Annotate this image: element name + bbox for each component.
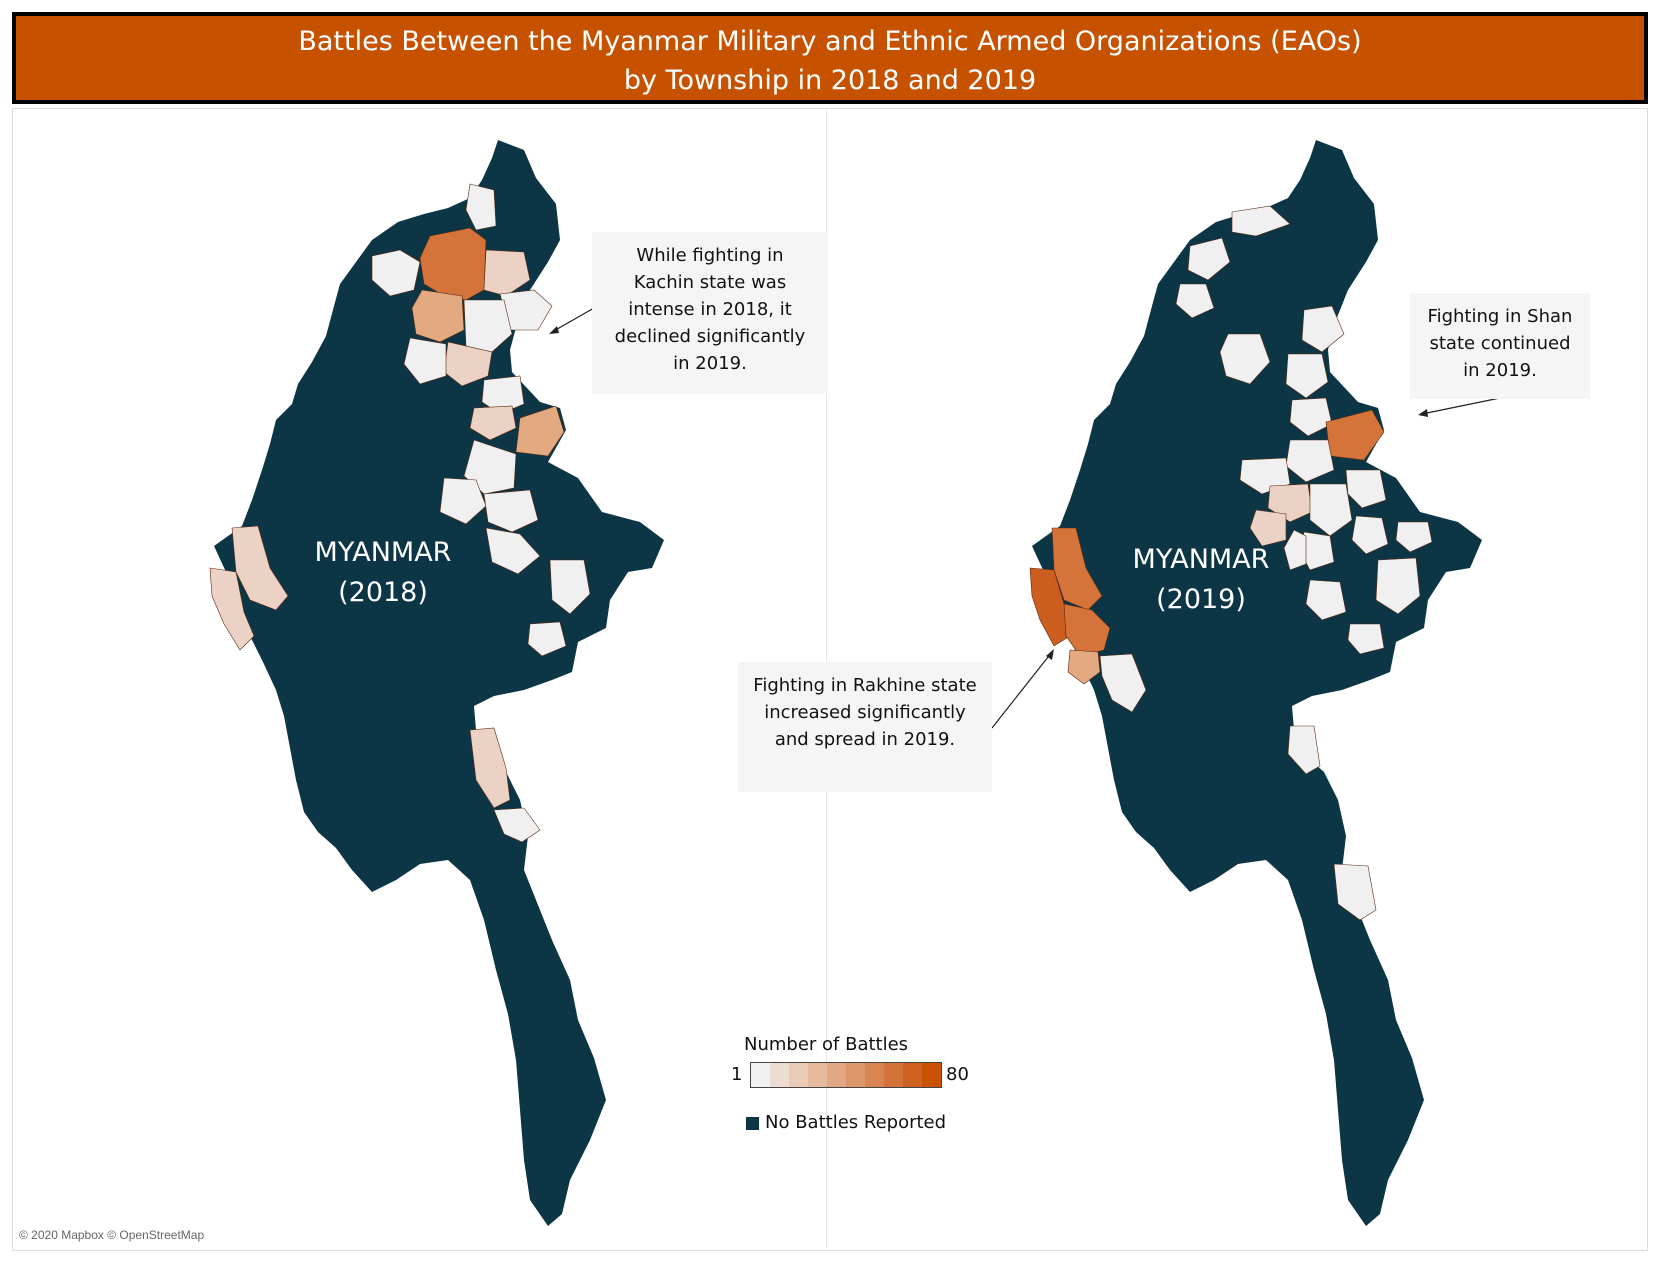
township-shan-south-d-2019 bbox=[1375, 557, 1421, 615]
township-kachin-east-a-2018 bbox=[483, 249, 531, 297]
map-2019-country: MYANMAR bbox=[1132, 544, 1270, 575]
township-shan-sw-2019 bbox=[1283, 529, 1307, 571]
township-kachin-nw-2018 bbox=[371, 249, 421, 297]
kachin-callout: While fighting in Kachin state was inten… bbox=[592, 232, 828, 394]
legend-ramp-step-10 bbox=[922, 1063, 941, 1087]
township-shan-c-2018 bbox=[483, 489, 539, 533]
kachin-callout-arrow bbox=[551, 307, 595, 333]
township-kayin-south-2018 bbox=[493, 807, 541, 843]
township-shan-e-2018 bbox=[549, 559, 591, 615]
rakhine-callout: Fighting in Rakhine state increased sign… bbox=[738, 662, 992, 792]
township-shan-north-b-2018 bbox=[515, 405, 565, 457]
township-shan-a-2018 bbox=[463, 439, 517, 495]
township-kayin-south-2019 bbox=[1333, 863, 1377, 921]
township-shan-south-f-2019 bbox=[1347, 623, 1385, 655]
township-shan-f-2018 bbox=[527, 621, 567, 657]
township-kachin-center-2018 bbox=[463, 299, 513, 353]
title-line-1: Battles Between the Myanmar Military and… bbox=[298, 26, 1362, 57]
township-shan-south-c-2019 bbox=[1395, 521, 1433, 553]
title-banner: Battles Between the Myanmar Military and… bbox=[12, 12, 1648, 104]
township-kachin-nw-c-2019 bbox=[1175, 283, 1215, 319]
township-rakhine-a-2018 bbox=[231, 525, 289, 611]
map-2018-country: MYANMAR bbox=[314, 537, 452, 568]
map-2018-label: MYANMAR (2018) bbox=[298, 533, 468, 613]
legend-ramp-step-6 bbox=[846, 1063, 865, 1087]
legend-no-battles-label: No Battles Reported bbox=[765, 1112, 947, 1133]
map-2019-year: (2019) bbox=[1156, 584, 1246, 615]
shan-callout-arrow bbox=[1421, 397, 1501, 415]
township-shan-south-e-2019 bbox=[1305, 579, 1347, 621]
legend-ramp-step-4 bbox=[808, 1063, 827, 1087]
legend-no-battles-swatch bbox=[746, 1117, 759, 1130]
rakhine-callout-arrow bbox=[991, 651, 1053, 729]
kachin-callout-text: While fighting in Kachin state was inten… bbox=[614, 245, 806, 374]
township-shan-south-a-2019 bbox=[1351, 515, 1389, 555]
township-kachin-east-c-2019 bbox=[1289, 397, 1333, 437]
township-shan-west-c-2019 bbox=[1249, 509, 1287, 547]
rakhine-callout-text: Fighting in Rakhine state increased sign… bbox=[753, 675, 977, 750]
legend-ramp-step-9 bbox=[903, 1063, 922, 1087]
legend-max-label: 80 bbox=[946, 1064, 969, 1085]
legend-ramp-step-7 bbox=[865, 1063, 884, 1087]
township-kachin-north-2018 bbox=[465, 183, 497, 231]
map-2018-year: (2018) bbox=[338, 577, 428, 608]
township-rakhine-d-2019 bbox=[1067, 649, 1101, 685]
shan-callout: Fighting in Shan state continued in 2019… bbox=[1410, 293, 1590, 399]
map-2019-label: MYANMAR (2019) bbox=[1116, 540, 1286, 620]
township-kayin-2018 bbox=[469, 727, 511, 809]
shan-callout-text: Fighting in Shan state continued in 2019… bbox=[1427, 306, 1573, 381]
legend-color-ramp bbox=[750, 1062, 942, 1088]
township-kachin-nw-a-2019 bbox=[1231, 205, 1291, 237]
township-kachin-isolated-2019 bbox=[1219, 333, 1271, 385]
township-shan-d-2018 bbox=[485, 527, 541, 575]
map-2018 bbox=[209, 140, 664, 1226]
legend-ramp-step-5 bbox=[827, 1063, 846, 1087]
legend-ramp-step-1 bbox=[751, 1063, 770, 1087]
rakhine-arrowhead bbox=[1046, 649, 1054, 660]
township-kachin-sw-2018 bbox=[403, 337, 447, 385]
township-rakhine-b-2019 bbox=[1029, 567, 1071, 647]
legend-ramp-step-8 bbox=[884, 1063, 903, 1087]
township-shan-east-2019 bbox=[1345, 469, 1387, 509]
township-shan-b-2018 bbox=[439, 477, 487, 525]
legend-title: Number of Battles bbox=[744, 1034, 909, 1055]
map-frame bbox=[12, 108, 1648, 1251]
township-shan-west-b-2019 bbox=[1267, 483, 1313, 523]
legend-min-label: 1 bbox=[731, 1064, 743, 1085]
township-kachin-west-2018 bbox=[411, 289, 465, 343]
township-shan-center-2019 bbox=[1309, 483, 1353, 537]
township-rakhine-e-2019 bbox=[1099, 653, 1147, 713]
township-bago-2019 bbox=[1287, 725, 1321, 775]
township-rakhine-c-2019 bbox=[1063, 603, 1111, 657]
kachin-arrowhead bbox=[549, 326, 559, 334]
legend-ramp-step-3 bbox=[789, 1063, 808, 1087]
legend-ramp-step-2 bbox=[770, 1063, 789, 1087]
township-shan-north-a-2018 bbox=[469, 405, 517, 441]
township-kachin-east-b-2019 bbox=[1285, 353, 1329, 399]
township-kachin-east-a-2019 bbox=[1301, 305, 1345, 353]
title-line-2: by Township in 2018 and 2019 bbox=[623, 65, 1037, 96]
township-kachin-nw-b-2019 bbox=[1187, 237, 1231, 281]
township-rakhine-b-2018 bbox=[209, 567, 255, 651]
shan-arrowhead bbox=[1418, 409, 1428, 417]
map-attribution: © 2020 Mapbox © OpenStreetMap bbox=[19, 1228, 205, 1242]
map-2019 bbox=[1029, 140, 1482, 1226]
